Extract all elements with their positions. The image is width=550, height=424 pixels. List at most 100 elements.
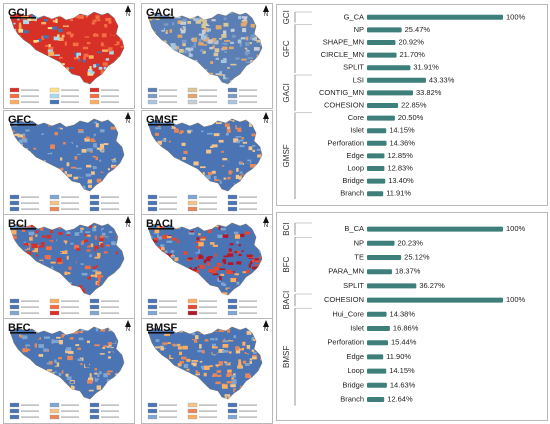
bar bbox=[367, 103, 399, 108]
map-title: GMSF bbox=[146, 114, 178, 126]
map-title: BMSF bbox=[146, 322, 178, 334]
map-svg bbox=[147, 118, 263, 212]
value-label: 43.33% bbox=[429, 75, 455, 84]
bar bbox=[367, 52, 397, 58]
map-panel-6: BFC N bbox=[3, 318, 135, 424]
row-label: Loop bbox=[347, 366, 364, 375]
bar bbox=[367, 397, 385, 402]
map-legend bbox=[147, 298, 257, 316]
row-label: Edge bbox=[346, 352, 364, 361]
chart-svg-blue: BCI B_CA 100% BFC NP 20.23% TE 25.12% PARA_MN 18.… bbox=[282, 222, 526, 406]
map-legend bbox=[147, 402, 257, 420]
map-title: BACI bbox=[146, 218, 173, 230]
group-label: GFC bbox=[282, 40, 291, 57]
bar bbox=[367, 269, 392, 275]
map-svg bbox=[9, 118, 125, 212]
scale-bar bbox=[148, 332, 174, 334]
map-svg bbox=[9, 326, 125, 420]
value-label: 14.15% bbox=[389, 126, 415, 135]
row-label: Bridge bbox=[342, 176, 364, 185]
bar bbox=[367, 77, 426, 83]
map-svg bbox=[147, 11, 263, 105]
value-label: 14.38% bbox=[390, 309, 416, 318]
map-panel-7: BMSF N bbox=[141, 318, 273, 424]
group-label: GCI bbox=[282, 10, 291, 24]
row-label: Core bbox=[348, 113, 364, 122]
chart-panel-blue: BCI B_CA 100% BFC NP 20.23% TE 25.12% PARA_MN 18.… bbox=[276, 212, 548, 421]
map-title: GACI bbox=[146, 7, 174, 19]
bar bbox=[367, 40, 396, 45]
row-label: COHESION bbox=[324, 295, 364, 304]
north-label: N bbox=[125, 12, 131, 18]
row-label: Edge bbox=[346, 151, 364, 160]
row-label: G_CA bbox=[344, 12, 364, 21]
bar bbox=[367, 255, 402, 260]
value-label: 11.90% bbox=[386, 352, 411, 361]
group-label: BACI bbox=[282, 291, 291, 310]
north-arrow-icon: N bbox=[125, 5, 131, 18]
bar bbox=[367, 153, 385, 159]
value-label: 100% bbox=[506, 12, 526, 21]
value-label: 36.27% bbox=[419, 281, 445, 290]
bar bbox=[367, 191, 384, 197]
bar bbox=[367, 283, 417, 289]
bar bbox=[367, 240, 395, 246]
north-label: N bbox=[263, 327, 269, 333]
map-panel-2: GFC N bbox=[3, 110, 135, 216]
scale-bar bbox=[148, 124, 174, 126]
map-panel-0: GCI N bbox=[3, 3, 135, 109]
map-svg bbox=[9, 222, 125, 316]
north-arrow-icon: N bbox=[125, 112, 131, 125]
north-label: N bbox=[263, 119, 269, 125]
north-label: N bbox=[125, 119, 131, 125]
group-label: BMSF bbox=[282, 346, 291, 368]
row-label: TE bbox=[354, 252, 364, 261]
row-label: SPLIT bbox=[343, 281, 364, 290]
row-label: Perforation bbox=[327, 338, 364, 347]
map-svg bbox=[147, 326, 263, 420]
value-label: 21.70% bbox=[400, 50, 426, 59]
row-label: B_CA bbox=[344, 224, 364, 233]
value-label: 14.36% bbox=[390, 138, 416, 147]
north-arrow-icon: N bbox=[263, 112, 269, 125]
bar bbox=[367, 326, 390, 331]
map-svg bbox=[9, 11, 125, 105]
value-label: 16.86% bbox=[393, 323, 419, 332]
value-label: 15.44% bbox=[391, 338, 417, 347]
value-label: 12.83% bbox=[387, 163, 413, 172]
map-legend bbox=[9, 194, 119, 212]
row-label: NP bbox=[354, 238, 364, 247]
scale-bar bbox=[10, 124, 36, 126]
value-label: 20.50% bbox=[398, 113, 424, 122]
value-label: 33.82% bbox=[416, 88, 442, 97]
scale-bar bbox=[10, 17, 36, 19]
bar bbox=[367, 90, 413, 96]
row-label: CIRCLE_MN bbox=[321, 50, 364, 59]
bar bbox=[367, 128, 387, 134]
group-label: BFC bbox=[282, 256, 291, 272]
row-label: SHAPE_MN bbox=[323, 37, 364, 46]
group-label: BCI bbox=[282, 222, 291, 235]
bar bbox=[367, 297, 503, 303]
value-label: 20.23% bbox=[398, 238, 424, 247]
map-title: GFC bbox=[8, 114, 32, 126]
scale-bar bbox=[148, 228, 174, 230]
map-panel-5: BACI N bbox=[141, 214, 273, 320]
value-label: 14.63% bbox=[390, 380, 416, 389]
group-label: GMSF bbox=[282, 144, 291, 167]
bar bbox=[367, 368, 387, 374]
value-label: 13.40% bbox=[388, 176, 414, 185]
row-label: Branch bbox=[340, 189, 364, 198]
map-legend bbox=[9, 402, 119, 420]
map-title: GCI bbox=[8, 7, 28, 19]
map-svg bbox=[147, 222, 263, 316]
bar bbox=[367, 178, 386, 184]
map-legend bbox=[147, 194, 257, 212]
value-label: 25.12% bbox=[404, 252, 430, 261]
group-label: GACI bbox=[282, 83, 291, 103]
scale-bar bbox=[148, 17, 174, 19]
value-label: 12.64% bbox=[387, 394, 413, 403]
map-panel-4: BCI N bbox=[3, 214, 135, 320]
value-label: 31.91% bbox=[413, 63, 439, 72]
value-label: 25.47% bbox=[405, 25, 431, 34]
